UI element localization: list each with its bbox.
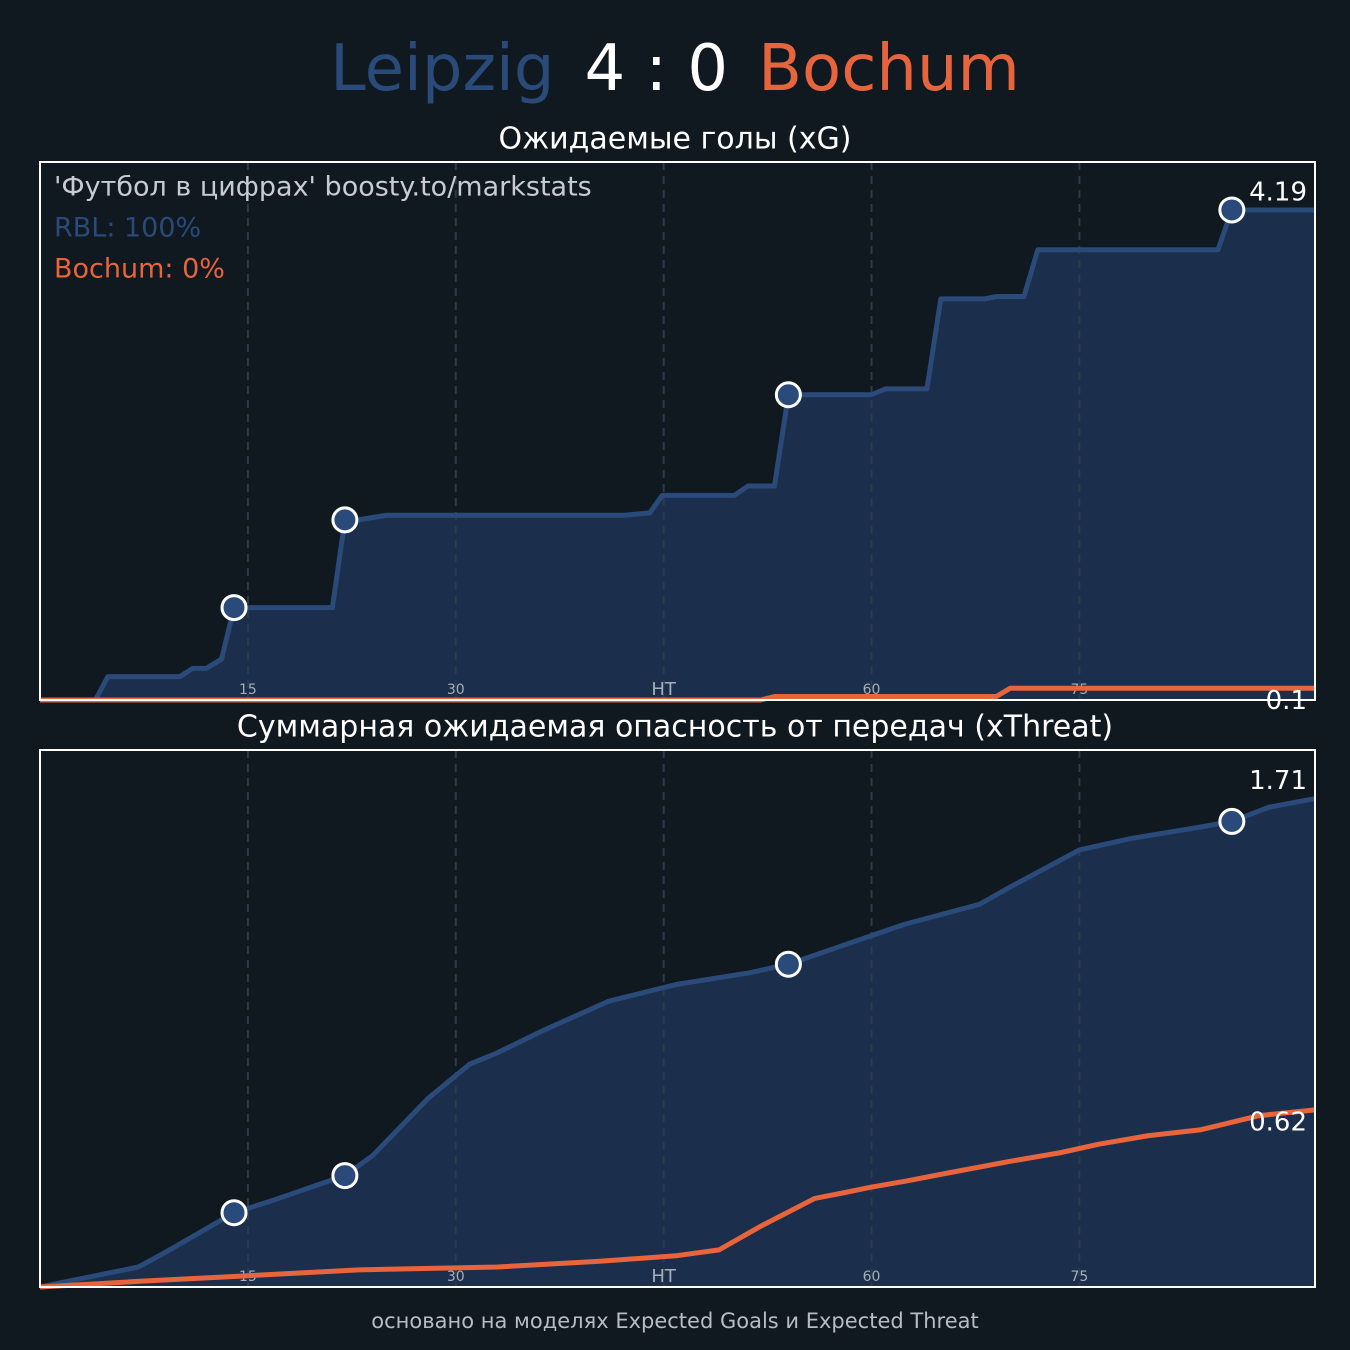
panel-border: [39, 749, 1316, 1288]
annotation: Bochum: 0%: [54, 254, 225, 285]
goal-marker: [331, 1162, 359, 1190]
goal-marker: [220, 594, 248, 622]
x-tick-label: 15: [239, 682, 257, 698]
x-tick-label: HT: [651, 1266, 677, 1287]
x-tick-label: 75: [1070, 1269, 1088, 1285]
end-label: 0.1: [1266, 686, 1307, 716]
end-label: 4.19: [1249, 177, 1307, 207]
x-tick-label: 30: [447, 682, 465, 698]
goal-marker: [774, 381, 802, 409]
x-tick-label: 60: [863, 1269, 881, 1285]
line: [39, 1107, 1316, 1290]
end-label: 0.62: [1249, 1107, 1307, 1137]
score: 4 : 0: [584, 32, 728, 106]
x-tick-label: 30: [447, 1269, 465, 1285]
goal-marker: [1218, 807, 1246, 835]
goal-marker: [220, 1199, 248, 1227]
x-tick-label: HT: [651, 679, 677, 700]
match-title: Leipzig 4 : 0 Bochum: [330, 32, 1020, 106]
panel-border: [39, 161, 1316, 701]
annotation: 'Футбол в цифрах' boosty.to/markstats: [54, 172, 592, 203]
footer: основано на моделях Expected Goals и Exp…: [371, 1309, 978, 1333]
annotation: RBL: 100%: [54, 213, 201, 244]
home-team: Leipzig: [330, 32, 554, 106]
line: [39, 796, 1316, 1290]
chart-title: Суммарная ожидаемая опасность от передач…: [237, 710, 1113, 745]
goal-marker: [1218, 196, 1246, 224]
end-label: 1.71: [1249, 766, 1307, 796]
goal-marker: [774, 950, 802, 978]
goal-marker: [331, 506, 359, 534]
area: [40, 209, 1315, 700]
chart-title: Ожидаемые голы (xG): [499, 122, 852, 157]
away-team: Bochum: [758, 32, 1020, 106]
line: [40, 207, 1315, 703]
